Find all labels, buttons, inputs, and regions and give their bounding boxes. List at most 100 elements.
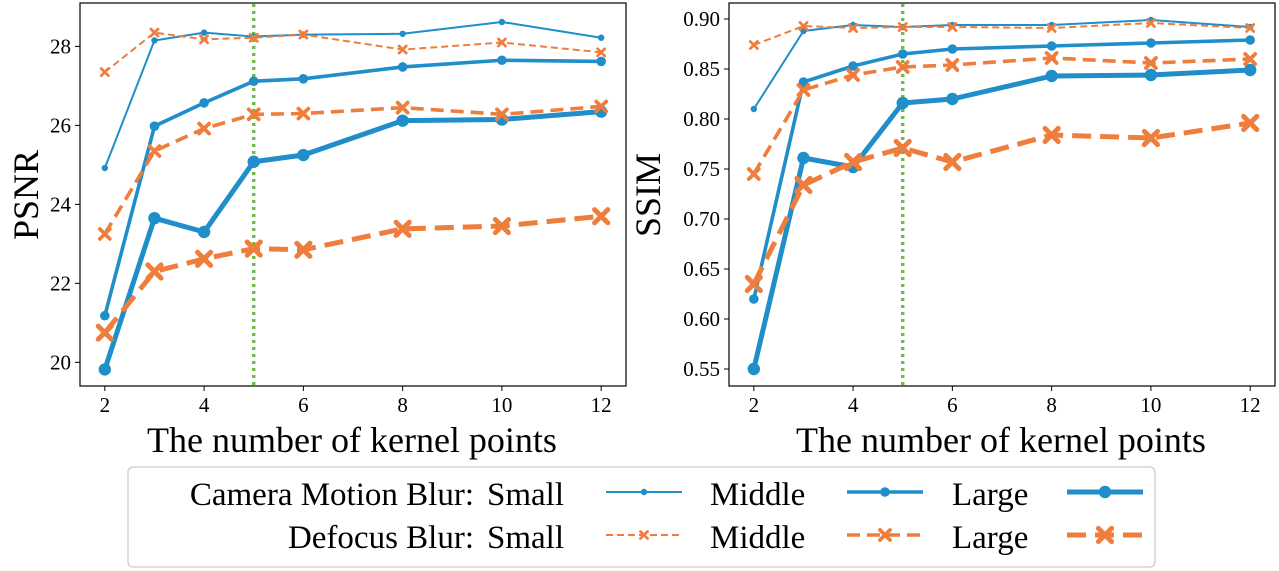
psnr-point-camera-middle bbox=[199, 98, 209, 108]
ssim-point-defocus-middle bbox=[796, 83, 811, 97]
psnr-point-defocus-large bbox=[244, 239, 263, 258]
ssim-point-camera-large bbox=[797, 151, 810, 165]
psnr-point-camera-small bbox=[597, 34, 605, 41]
legend-swatch-camera-middle bbox=[847, 487, 923, 497]
psnr-point-defocus-small bbox=[199, 34, 210, 45]
psnr-point-defocus-middle bbox=[594, 99, 609, 114]
psnr-y-tick-label: 20 bbox=[50, 350, 71, 374]
ssim-point-camera-large bbox=[1045, 69, 1058, 83]
ssim-point-camera-large bbox=[896, 96, 909, 110]
ssim-y-tick-label: 0.65 bbox=[683, 257, 720, 281]
psnr-point-defocus-middle bbox=[197, 121, 211, 136]
psnr-series-defocus-middle bbox=[97, 99, 609, 241]
psnr-y-tick-label: 22 bbox=[50, 271, 71, 295]
ssim-series-camera-small bbox=[750, 16, 1254, 113]
psnr-point-camera-middle bbox=[100, 310, 110, 321]
psnr-point-camera-middle bbox=[596, 56, 606, 67]
legend-swatch-camera-small bbox=[606, 488, 682, 496]
psnr-point-camera-large bbox=[98, 363, 112, 376]
ssim-point-defocus-middle bbox=[846, 68, 860, 82]
ssim-x-tick-label: 6 bbox=[947, 393, 958, 417]
psnr-line-camera-large bbox=[102, 109, 602, 371]
ssim-y-tick-label: 0.80 bbox=[683, 107, 720, 131]
psnr-x-tick-label: 10 bbox=[491, 393, 512, 417]
psnr-point-defocus-large bbox=[492, 217, 511, 236]
ssim-point-camera-small bbox=[750, 105, 758, 113]
legend-swatches bbox=[606, 485, 1143, 545]
psnr-panel: PSNR The number of kernel points 2 4 6 8 10 1… bbox=[6, 2, 627, 460]
ssim-y-tick-label: 0.60 bbox=[683, 307, 720, 331]
legend-entry-defocus-large: Large bbox=[952, 520, 1028, 556]
ssim-point-camera-middle bbox=[1046, 41, 1057, 51]
ssim-point-camera-middle bbox=[947, 44, 958, 54]
psnr-point-defocus-middle bbox=[395, 100, 410, 115]
ssim-x-tick-label: 10 bbox=[1140, 393, 1161, 417]
psnr-line-camera-small bbox=[103, 20, 602, 169]
ssim-point-camera-middle bbox=[749, 294, 759, 304]
ssim-line-defocus-middle bbox=[752, 56, 1251, 175]
psnr-point-defocus-small bbox=[496, 37, 507, 48]
psnr-line-defocus-large bbox=[102, 213, 602, 335]
psnr-point-camera-large bbox=[396, 114, 409, 127]
legend-marker-camera-large bbox=[1098, 485, 1112, 499]
psnr-point-defocus-small bbox=[397, 44, 408, 55]
legend-swatch-defocus-large bbox=[1067, 525, 1143, 545]
legend-marker-camera-middle bbox=[880, 487, 890, 497]
ssim-y-tick-label: 0.90 bbox=[683, 7, 720, 31]
psnr-point-camera-middle bbox=[397, 62, 408, 72]
legend-entry-camera-middle: Middle bbox=[710, 477, 805, 513]
ssim-y-tick-label: 0.70 bbox=[683, 207, 720, 231]
psnr-point-defocus-small bbox=[99, 67, 110, 78]
ssim-point-defocus-large bbox=[893, 138, 912, 158]
ssim-point-defocus-large bbox=[943, 152, 962, 172]
psnr-point-defocus-middle bbox=[296, 106, 311, 121]
psnr-point-defocus-small bbox=[596, 47, 607, 58]
ssim-y-tick-label: 0.75 bbox=[683, 157, 720, 181]
psnr-x-tick-label: 6 bbox=[298, 393, 309, 417]
ssim-x-axis-label: The number of kernel points bbox=[796, 420, 1206, 460]
psnr-x-tick-label: 2 bbox=[100, 393, 111, 417]
ssim-x-tick-label: 8 bbox=[1046, 393, 1057, 417]
ssim-point-defocus-middle bbox=[1243, 52, 1258, 66]
ssim-point-defocus-large bbox=[1241, 113, 1260, 133]
ssim-series-defocus-large bbox=[744, 113, 1260, 294]
ssim-point-defocus-large bbox=[844, 152, 863, 172]
psnr-point-camera-large bbox=[297, 148, 310, 162]
ssim-point-defocus-small bbox=[1245, 23, 1256, 33]
psnr-point-defocus-small bbox=[298, 29, 309, 40]
legend-swatch-defocus-small bbox=[606, 530, 682, 540]
psnr-line-defocus-middle bbox=[103, 104, 602, 235]
legend-entry-defocus-middle: Middle bbox=[710, 520, 805, 556]
ssim-series-camera-middle bbox=[749, 35, 1255, 304]
ssim-line-camera-small bbox=[752, 19, 1251, 110]
psnr-point-defocus-middle bbox=[147, 144, 162, 158]
psnr-y-axis-label: PSNR bbox=[6, 150, 46, 240]
ssim-panel: SSIM The number of kernel points 2 4 6 8 10 1… bbox=[628, 2, 1276, 460]
psnr-point-camera-small bbox=[498, 18, 506, 26]
ssim-point-camera-large bbox=[1144, 68, 1158, 82]
psnr-point-camera-middle bbox=[497, 55, 507, 66]
ssim-series-camera-large bbox=[747, 63, 1257, 376]
psnr-point-camera-small bbox=[151, 37, 158, 44]
legend-entry-defocus-small: Small bbox=[487, 520, 564, 556]
ssim-line-defocus-small bbox=[753, 22, 1251, 46]
ssim-point-defocus-middle bbox=[1144, 56, 1158, 70]
ssim-point-camera-large bbox=[1243, 63, 1257, 77]
ssim-x-tick-label: 2 bbox=[749, 393, 760, 417]
psnr-x-tick-label: 12 bbox=[591, 393, 612, 417]
psnr-line-camera-middle bbox=[103, 58, 602, 317]
ssim-point-defocus-large bbox=[794, 175, 813, 195]
psnr-point-camera-middle bbox=[248, 76, 259, 86]
psnr-y-tick-label: 24 bbox=[50, 192, 72, 216]
ssim-y-tick-label: 0.85 bbox=[683, 57, 720, 81]
psnr-point-defocus-large bbox=[145, 262, 164, 281]
legend-marker-defocus-middle bbox=[878, 528, 892, 542]
ssim-point-defocus-middle bbox=[895, 60, 910, 74]
psnr-y-tick-label: 26 bbox=[50, 113, 71, 137]
ssim-point-camera-middle bbox=[897, 49, 908, 59]
psnr-point-defocus-large bbox=[393, 219, 412, 238]
psnr-point-defocus-large bbox=[592, 207, 611, 226]
legend-row-label-camera: Camera Motion Blur: bbox=[190, 477, 474, 513]
ssim-point-defocus-small bbox=[897, 22, 908, 32]
